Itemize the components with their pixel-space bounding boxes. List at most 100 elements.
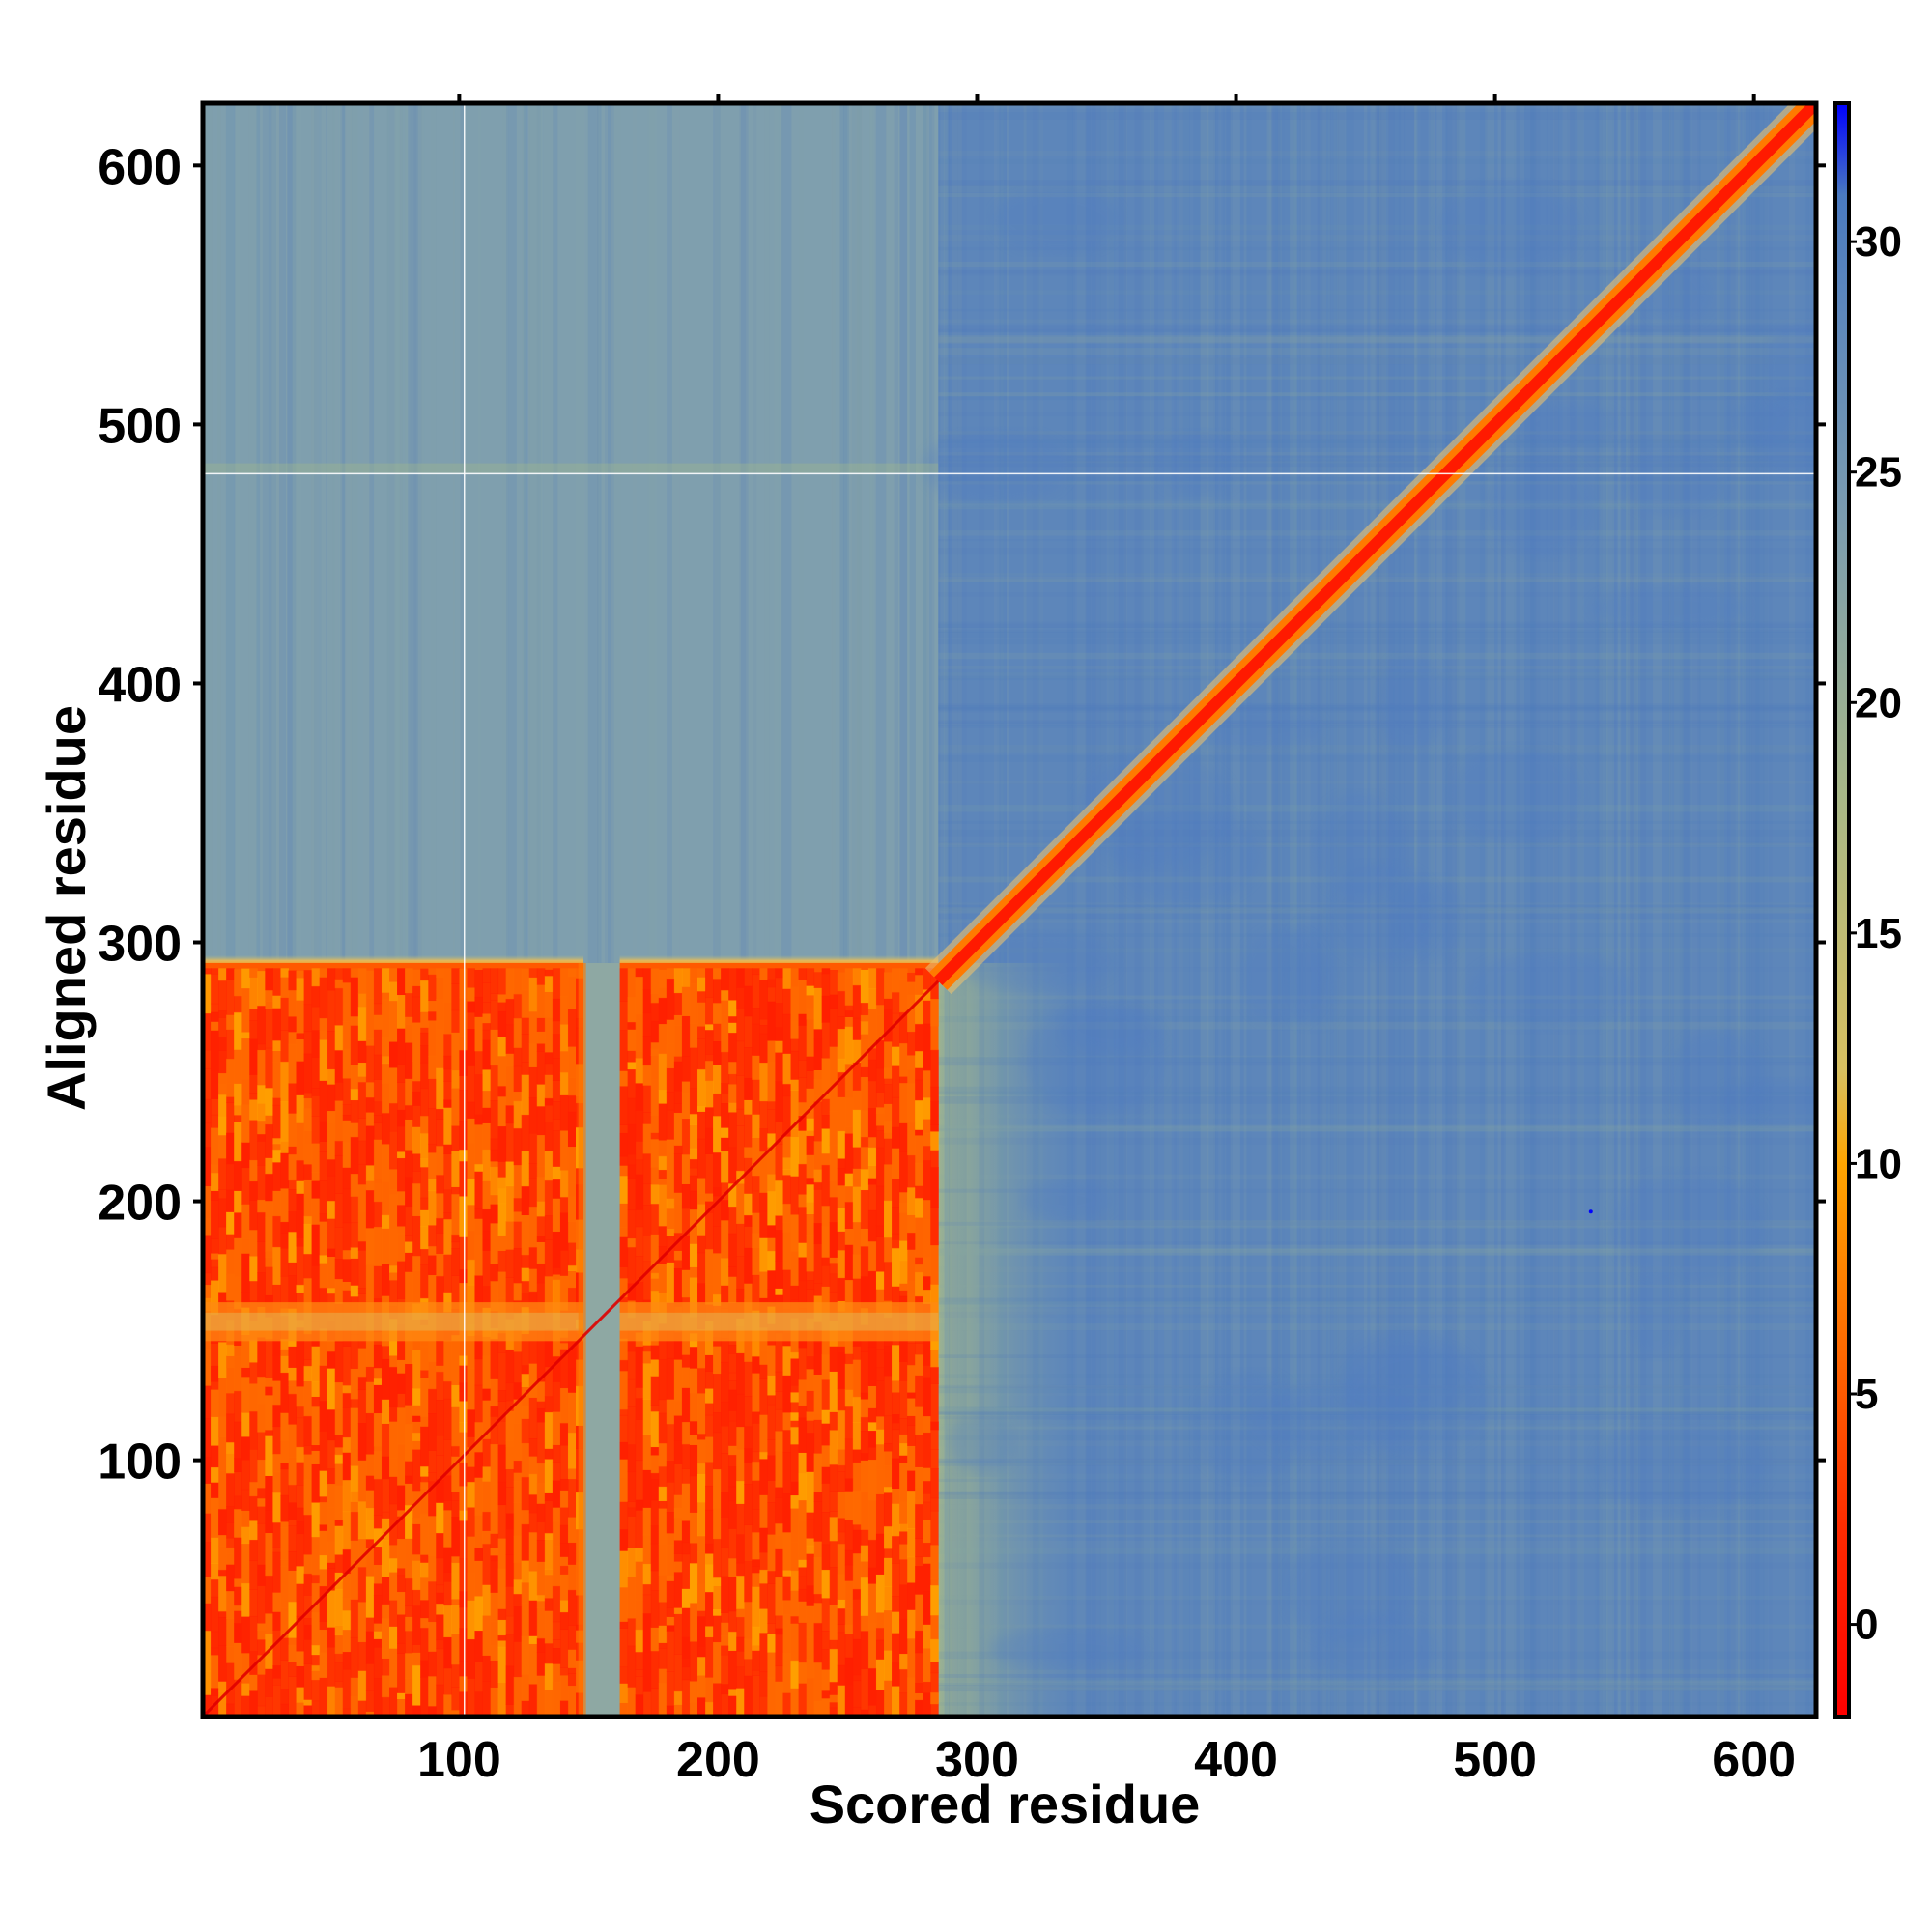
heatmap-streak (613, 103, 622, 1717)
heatmap-cell (775, 1052, 783, 1082)
heatmap-cell (673, 1204, 683, 1234)
heatmap-streak (938, 1128, 1816, 1131)
heatmap-cell (389, 1354, 398, 1368)
heatmap-cell (559, 1094, 569, 1131)
heatmap-cell (536, 1675, 546, 1717)
heatmap-cell (844, 1624, 854, 1634)
heatmap-cell (829, 1681, 838, 1695)
heatmap-cell (482, 1122, 492, 1151)
heatmap-cell (420, 1481, 429, 1489)
heatmap-streak (1562, 103, 1571, 1717)
heatmap-cell (234, 1114, 242, 1122)
heatmap-cell (567, 1242, 577, 1266)
heatmap-cell (736, 1223, 745, 1257)
heatmap-cell (226, 968, 235, 980)
heatmap-cell (373, 1122, 383, 1140)
heatmap-cell (536, 1600, 546, 1608)
heatmap-streak (938, 631, 1816, 639)
heatmap-cell (482, 1438, 492, 1467)
heatmap-cell (357, 968, 367, 994)
heatmap-streak (780, 103, 783, 1717)
heatmap-cell (513, 1423, 523, 1462)
heatmap-cell (728, 1344, 737, 1354)
heatmap-streak (597, 103, 602, 1717)
heatmap-cell (619, 1628, 629, 1668)
heatmap-cell (280, 1141, 289, 1153)
heatmap-cell (420, 1660, 429, 1678)
heatmap-cell (650, 1405, 660, 1412)
heatmap-cell (867, 1623, 877, 1631)
heatmap-cell (923, 1289, 931, 1305)
heatmap-cell (327, 1084, 336, 1112)
heatmap-cell (497, 1444, 507, 1483)
heatmap-cell (451, 1032, 460, 1071)
heatmap-cell (559, 1275, 569, 1311)
heatmap-cell (311, 1198, 321, 1225)
heatmap-cell (319, 1213, 328, 1222)
heatmap-cell (451, 1517, 460, 1557)
heatmap-streak (1099, 103, 1107, 1717)
heatmap-cell (467, 987, 475, 1002)
heatmap-streak (938, 412, 1816, 417)
heatmap-streak (938, 573, 1816, 576)
heatmap-cell (211, 1466, 219, 1483)
heatmap-streak (938, 476, 1816, 482)
heatmap-streak (938, 503, 1816, 510)
heatmap-cell (790, 1214, 800, 1252)
heatmap-cell (381, 1340, 390, 1347)
heatmap-cell (752, 1461, 760, 1481)
heatmap-streak (938, 1247, 1816, 1256)
heatmap-cell (436, 1557, 444, 1586)
heatmap-cell (744, 1247, 753, 1284)
heatmap-cell (242, 1683, 250, 1696)
heatmap-cell (775, 977, 783, 1004)
heatmap-cell (203, 1012, 212, 1051)
heatmap-cell (867, 1499, 877, 1541)
heatmap-cell (257, 971, 266, 1007)
heatmap-cell (821, 1544, 831, 1571)
heatmap-cell (203, 1364, 212, 1386)
heatmap-cell (397, 1190, 406, 1206)
heatmap-cell (272, 1492, 281, 1523)
heatmap-cell (752, 1509, 760, 1533)
heatmap-cell (552, 1279, 561, 1321)
heatmap-cell (867, 1630, 877, 1669)
heatmap-cell (736, 1393, 745, 1428)
heatmap-cell (627, 1577, 637, 1619)
heatmap-cell (459, 997, 468, 1037)
heatmap-cell (389, 1406, 398, 1422)
heatmap-cell (860, 1066, 869, 1078)
heatmap-cell (728, 1112, 737, 1149)
heatmap-cell (930, 1207, 939, 1246)
heatmap-cell (242, 1013, 250, 1033)
heatmap-streak (938, 1137, 1816, 1145)
heatmap-cell (860, 1430, 869, 1454)
heatmap-cell (428, 1361, 437, 1390)
heatmap-cell (559, 1478, 569, 1491)
heatmap-cell (319, 1568, 328, 1587)
heatmap-cell (443, 1099, 452, 1108)
heatmap-blob (1512, 403, 1621, 445)
heatmap-cell (696, 1193, 706, 1205)
heatmap-cell (837, 1607, 846, 1625)
heatmap-cell (405, 1652, 413, 1679)
heatmap-cell (218, 1292, 227, 1313)
heatmap-cell (852, 1090, 862, 1111)
heatmap-cell (334, 1049, 344, 1083)
heatmap-cell (915, 1487, 923, 1499)
heatmap-cell (705, 1037, 714, 1055)
heatmap-cell (412, 1664, 421, 1706)
heatmap-cell (528, 1132, 538, 1164)
colorbar-tick-label: 30 (1855, 218, 1902, 266)
heatmap-cell (265, 1216, 273, 1252)
heatmap-cell (327, 1200, 336, 1219)
heatmap-cell (875, 1415, 885, 1430)
heatmap-cell (642, 1153, 652, 1185)
heatmap-streak (909, 103, 916, 1717)
heatmap-cell (736, 1616, 745, 1638)
heatmap-cell (923, 968, 931, 990)
heatmap-cell (619, 1338, 629, 1361)
heatmap-cell (389, 1102, 398, 1132)
heatmap-cell (844, 1389, 854, 1407)
heatmap-cell (365, 1081, 375, 1098)
